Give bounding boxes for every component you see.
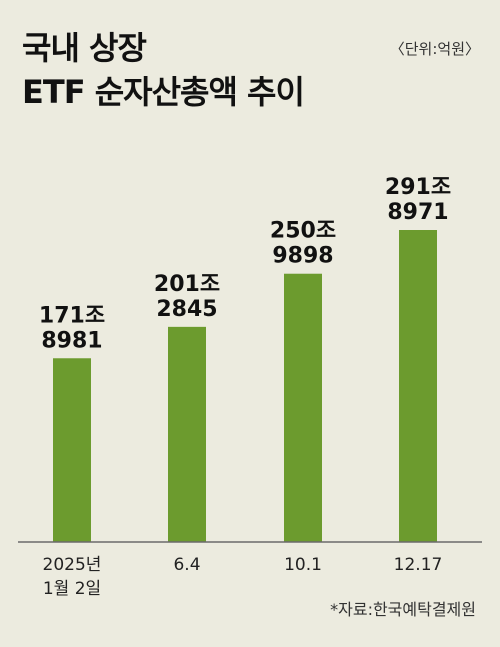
value-label-1-0: 201조 xyxy=(154,272,220,297)
value-label-3-0: 291조 xyxy=(385,175,451,200)
value-label-3-1: 8971 xyxy=(387,200,448,225)
value-label-0-1: 8981 xyxy=(41,328,102,353)
value-label-0-0: 171조 xyxy=(39,303,105,328)
x-tick-label-3: 12.17 xyxy=(394,555,443,575)
value-label-2-1: 9898 xyxy=(272,244,333,269)
unit-label: 〈단위:억원〉 xyxy=(389,40,480,58)
bar-1 xyxy=(168,326,206,542)
x-tick-label-0-1: 1월 2일 xyxy=(43,579,101,599)
chart-title: 국내 상장 ETF 순자산총액 추이 xyxy=(22,26,305,114)
chart-title-line-2: ETF 순자산총액 추이 xyxy=(22,73,305,111)
value-label-1-1: 2845 xyxy=(156,297,217,322)
x-tick-label-1: 6.4 xyxy=(173,555,200,575)
x-tick-label-0-0: 2025년 xyxy=(43,555,102,575)
source-note: *자료:한국예탁결제원 xyxy=(330,600,476,619)
value-label-2-0: 250조 xyxy=(270,219,336,244)
bar-3 xyxy=(399,230,437,542)
chart-title-line-1: 국내 상장 xyxy=(22,29,147,67)
bar-2 xyxy=(284,273,322,542)
bar-0 xyxy=(53,358,91,542)
x-tick-label-2: 10.1 xyxy=(284,555,322,575)
